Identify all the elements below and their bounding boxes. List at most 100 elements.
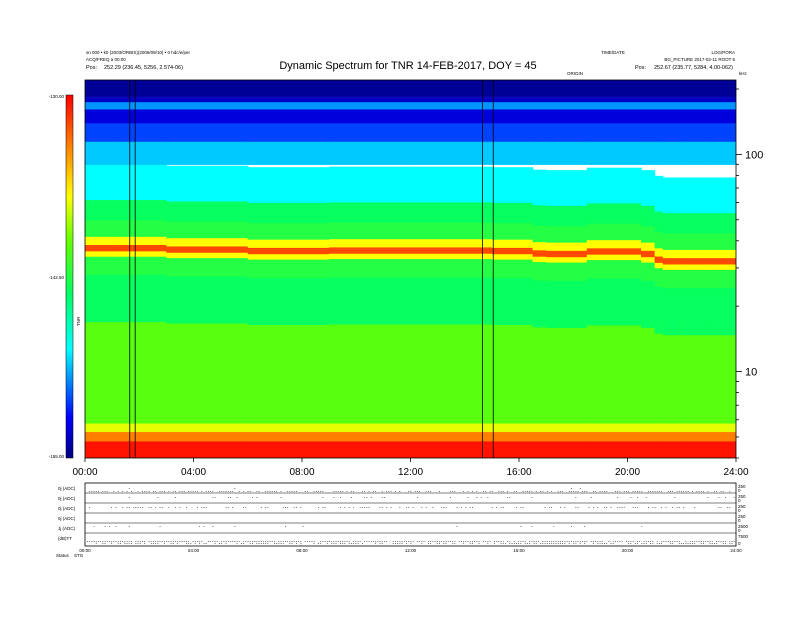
header-top-right-line2: BG_PICTURE 2017-02-11 ROOT 5 [664, 57, 735, 62]
panel-trace-point [641, 491, 643, 492]
panel-trace-point [373, 541, 374, 542]
spectrogram-band [681, 96, 710, 103]
panel-trace-point [645, 541, 647, 542]
panel-trace-point [155, 543, 157, 544]
panel-trace-point [417, 491, 418, 492]
panel-trace-point [342, 543, 344, 544]
spectrogram-band [410, 422, 493, 433]
spectrogram-band [166, 237, 249, 247]
spectrogram-band [662, 108, 683, 124]
panel-trace-point [549, 507, 550, 508]
x-tick-label: 12:00 [398, 467, 423, 478]
panel-trace-point [194, 491, 196, 492]
panel-trace-point [659, 543, 660, 544]
panel-trace-point [188, 491, 190, 492]
panel-trace-point [362, 491, 363, 492]
panel-trace-point [489, 491, 491, 492]
spectrogram-band [247, 80, 330, 97]
panel-trace-point [322, 497, 324, 498]
spectrogram-band [410, 238, 493, 248]
panel-trace-point [122, 491, 124, 492]
panel-trace-point [346, 491, 348, 492]
panel-trace-point [606, 491, 608, 492]
panel-trace-point [593, 507, 594, 508]
panel-trace-point [454, 543, 456, 544]
panel-trace-point [502, 507, 504, 508]
panel-trace-point [729, 543, 731, 544]
spectrogram-band [329, 321, 412, 424]
panel-trace-point [161, 491, 163, 492]
spectrogram-band [491, 259, 534, 278]
spectrogram-band [708, 232, 736, 250]
spectrogram-band [708, 287, 736, 336]
panel-trace-point [128, 497, 130, 498]
panel-trace-point [126, 491, 128, 492]
panel-trace-point [711, 541, 713, 542]
spectrogram-band [85, 440, 113, 458]
spectrogram-band [247, 440, 330, 458]
panel-trace-point [128, 543, 130, 544]
panel-trace-point [278, 543, 280, 544]
panel-trace-point [575, 507, 577, 508]
panel-trace-point [221, 491, 223, 492]
spectrogram-band [654, 141, 664, 165]
panel-trace-point [456, 507, 458, 508]
panel-trace-point [467, 491, 469, 492]
panel-trace-point [560, 507, 561, 508]
panel-trace-point [348, 541, 350, 542]
spectrogram-band [329, 141, 412, 165]
spectrogram-band [586, 108, 642, 124]
panel-trace-point [432, 541, 434, 542]
spectrogram-band [654, 431, 664, 442]
spectrogram-band [586, 141, 642, 165]
panel-trace-point [703, 543, 704, 544]
panel-trace-point [166, 541, 168, 542]
panel-trace-point [694, 541, 696, 542]
panel-trace-point [186, 507, 187, 508]
panel-trace-point [450, 541, 451, 542]
panel-trace-point [126, 507, 128, 508]
panel-trace-point [564, 541, 566, 542]
spectrogram-band [546, 205, 588, 227]
panel-trace-point [703, 541, 704, 542]
panel-trace-point [718, 507, 720, 508]
panel-trace-point [164, 541, 165, 542]
panel-trace-point [340, 491, 341, 492]
panel-trace-point [703, 491, 704, 492]
header-center-marker: ORIGIN [567, 71, 583, 76]
panel-trace-point [542, 491, 544, 492]
spectrogram-band [532, 261, 547, 281]
spectrogram-band [586, 440, 642, 458]
panel-trace-point [344, 541, 346, 542]
panel-x-tick-label: 12:00 [405, 548, 417, 553]
panel-trace-point [282, 543, 284, 544]
spectrogram-band [654, 255, 664, 263]
panel-trace-point [318, 543, 319, 544]
panel-trace-point [170, 543, 172, 544]
panel-trace-point [555, 541, 557, 542]
panel-trace-point [203, 543, 205, 544]
panel-trace-point [645, 543, 647, 544]
panel-trace-point [414, 491, 416, 492]
spectrogram-band [491, 96, 534, 103]
panel-trace-point [584, 491, 586, 492]
panel-trace-point [663, 541, 665, 542]
spectrogram-band [85, 122, 113, 142]
panel-trace-point [564, 507, 566, 508]
panel-trace-point [513, 543, 515, 544]
panel-trace-point [575, 491, 577, 492]
panel-trace-point [524, 541, 526, 542]
spectrogram-band [641, 280, 656, 328]
panel-trace-point [153, 541, 154, 542]
time-axis: 00:00 04:00 08:00 12:00 16:00 20:00 24:00 [72, 458, 749, 478]
panel-trace-point [494, 543, 495, 544]
panel-trace-point [260, 543, 262, 544]
spectrogram-band [681, 122, 710, 142]
panel-trace-point [282, 507, 284, 508]
spectrogram-band [85, 422, 113, 433]
spectrogram-band [546, 96, 588, 103]
panel-trace-point [560, 491, 561, 492]
panel-trace-point [252, 497, 253, 498]
panel-trace-point [159, 507, 161, 508]
